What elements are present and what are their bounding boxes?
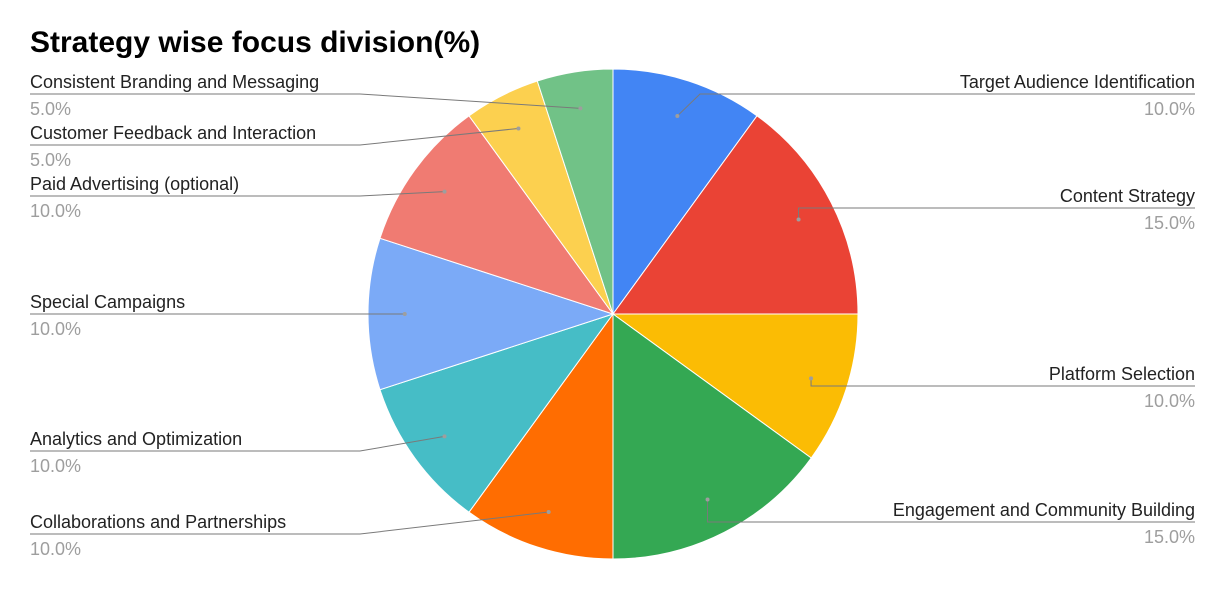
leader-line	[30, 511, 549, 535]
leader-line	[677, 93, 1195, 117]
slice-percent: 10.0%	[30, 456, 81, 476]
slice-label: Paid Advertising (optional)	[30, 174, 239, 194]
slice-percent: 10.0%	[1144, 99, 1195, 119]
slice-percent: 10.0%	[30, 319, 81, 339]
slice-percent: 15.0%	[1144, 527, 1195, 547]
leader-dot	[675, 113, 680, 118]
slice-percent: 10.0%	[1144, 391, 1195, 411]
leader-line	[798, 207, 1195, 220]
leader-dot	[705, 497, 710, 502]
pie-slice-consistent-branding-and-messaging	[536, 68, 614, 315]
pie-slice-target-audience-identification	[612, 68, 758, 316]
leader-dot	[402, 312, 407, 316]
leader-dot	[578, 106, 583, 111]
slice-label: Consistent Branding and Messaging	[30, 72, 319, 92]
slice-label: Special Campaigns	[30, 292, 185, 312]
leader-dot	[809, 376, 814, 381]
slice-label: Analytics and Optimization	[30, 429, 242, 449]
leader-line	[30, 435, 445, 452]
slice-label: Engagement and Community Building	[893, 500, 1195, 520]
leader-line	[707, 499, 1195, 523]
leader-line	[30, 191, 445, 197]
pie-slice-paid-advertising-optional	[379, 115, 615, 315]
chart-title: Strategy wise focus division(%)	[30, 26, 480, 59]
slice-label: Customer Feedback and Interaction	[30, 123, 316, 143]
slice-percent: 5.0%	[30, 99, 71, 119]
leader-dot	[442, 434, 447, 439]
slice-percent: 5.0%	[30, 150, 71, 170]
slice-label: Target Audience Identification	[960, 72, 1195, 92]
pie-slice-content-strategy	[612, 115, 859, 315]
pie-slice-engagement-and-community-building	[612, 313, 812, 560]
slice-percent: 15.0%	[1144, 213, 1195, 233]
slice-labels: Target Audience Identification 10.0% Conte…	[30, 72, 1195, 559]
pie-slice-collaborations-and-partnerships	[468, 312, 614, 560]
slice-label: Platform Selection	[1049, 364, 1195, 384]
leader-dot	[516, 126, 521, 131]
leader-line	[30, 93, 581, 109]
pie-slice-platform-selection	[611, 313, 859, 459]
leader-line	[810, 378, 1195, 387]
slice-label: Content Strategy	[1060, 186, 1195, 206]
slice-percent: 10.0%	[30, 201, 81, 221]
leader-dot	[442, 189, 447, 194]
pie-slice-analytics-and-optimization	[379, 313, 615, 513]
leader-dot	[796, 217, 801, 222]
pie-slices	[367, 68, 859, 560]
slice-label: Collaborations and Partnerships	[30, 512, 286, 532]
leader-line	[30, 127, 519, 146]
slice-percent: 10.0%	[30, 539, 81, 559]
leader-dot	[546, 510, 551, 515]
